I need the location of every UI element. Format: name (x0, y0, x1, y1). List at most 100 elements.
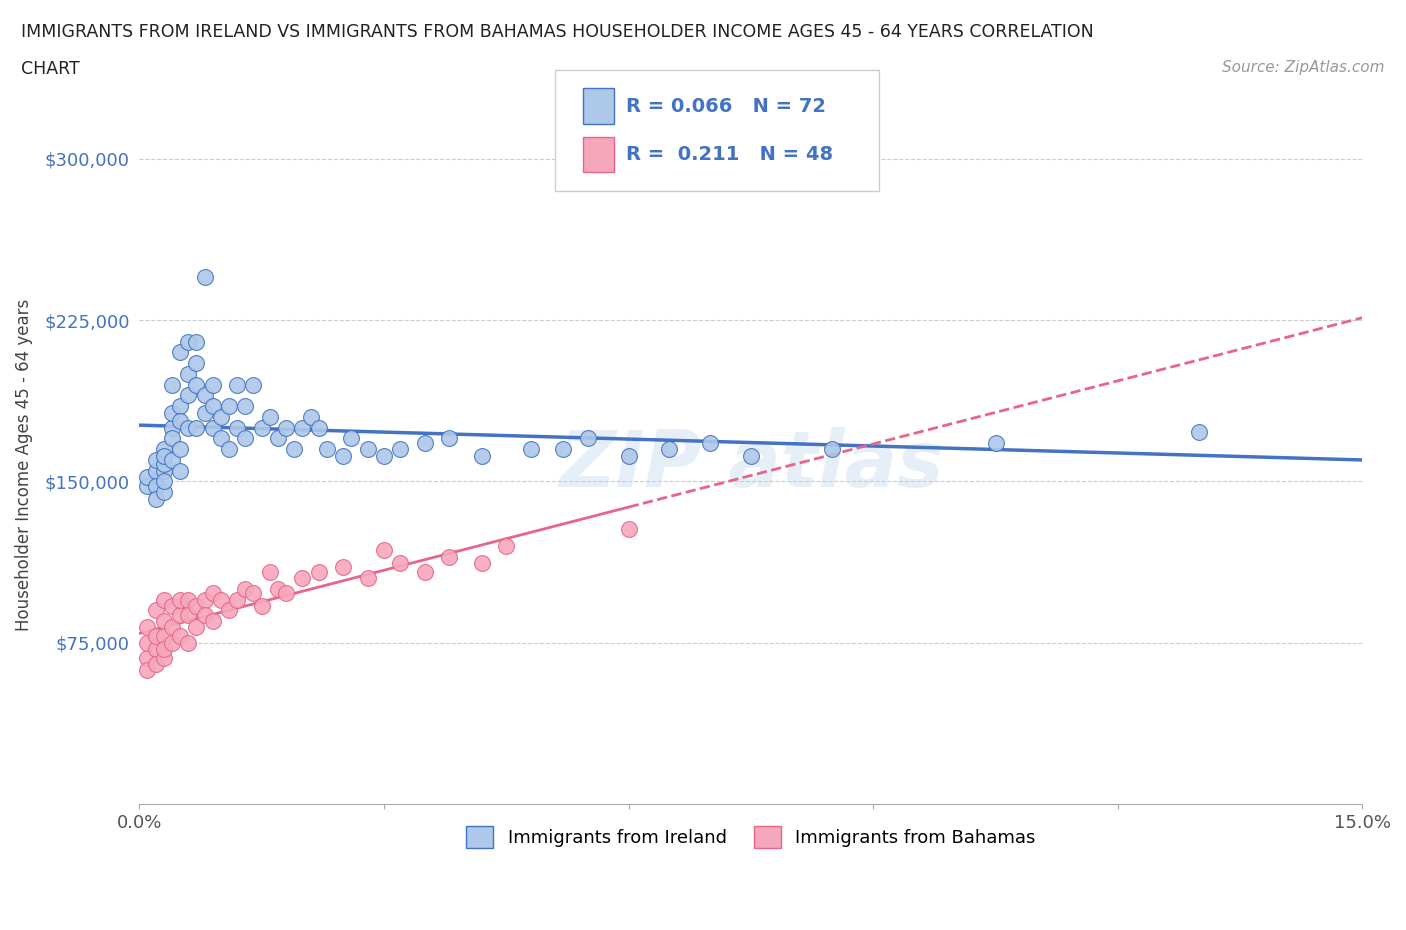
Point (332, 448, 354, 463)
Point (233, 581, 256, 596)
Point (136, 650, 159, 665)
Point (193, 607, 215, 622)
Point (152, 463, 174, 478)
Point (136, 470, 159, 485)
Point (160, 420, 183, 435)
Point (274, 420, 297, 435)
Text: CHART: CHART (21, 60, 80, 78)
Point (177, 420, 200, 435)
Text: ZIP atlas: ZIP atlas (558, 427, 943, 503)
Point (495, 538, 517, 553)
Point (658, 442, 681, 457)
Point (1188, 424, 1211, 439)
Point (299, 409, 322, 424)
Point (821, 442, 844, 457)
Point (169, 607, 191, 622)
Point (242, 378, 264, 392)
Point (177, 366, 200, 381)
Point (186, 355, 208, 370)
Point (177, 334, 200, 349)
Point (389, 442, 412, 457)
Point (699, 435, 721, 450)
Point (136, 663, 159, 678)
Point (340, 431, 363, 445)
Point (152, 474, 174, 489)
Point (186, 378, 208, 392)
Point (160, 635, 183, 650)
Point (152, 650, 174, 665)
Point (169, 463, 191, 478)
Y-axis label: Householder Income Ages 45 - 64 years: Householder Income Ages 45 - 64 years (15, 299, 32, 631)
Point (315, 442, 337, 457)
Point (226, 592, 249, 607)
Point (291, 571, 314, 586)
Point (145, 452, 167, 467)
Point (169, 592, 191, 607)
Point (218, 442, 240, 457)
Point (201, 586, 224, 601)
Point (308, 565, 330, 579)
Point (145, 463, 167, 478)
Point (356, 442, 378, 457)
Point (186, 334, 208, 349)
Point (177, 607, 200, 622)
Point (201, 399, 224, 414)
Point (152, 448, 174, 463)
Point (413, 435, 436, 450)
Point (177, 635, 200, 650)
Point (332, 560, 354, 575)
Point (152, 457, 174, 472)
Point (413, 565, 436, 579)
Point (160, 405, 183, 420)
Point (136, 620, 159, 635)
Point (160, 378, 183, 392)
Point (152, 592, 174, 607)
Point (193, 388, 215, 403)
Point (201, 614, 224, 629)
Point (186, 599, 208, 614)
Point (576, 431, 599, 445)
Point (553, 442, 575, 457)
Point (226, 420, 249, 435)
Point (226, 378, 249, 392)
Point (471, 448, 494, 463)
Point (136, 478, 159, 493)
Point (250, 599, 273, 614)
Point (209, 592, 232, 607)
Point (145, 603, 167, 618)
Point (437, 431, 460, 445)
Point (160, 431, 183, 445)
Point (193, 592, 215, 607)
Point (145, 629, 167, 644)
Point (193, 270, 215, 285)
Point (177, 388, 200, 403)
Point (373, 543, 395, 558)
Legend: Immigrants from Ireland, Immigrants from Bahamas: Immigrants from Ireland, Immigrants from… (458, 819, 1043, 856)
Point (152, 442, 174, 457)
Point (259, 409, 281, 424)
Point (193, 405, 215, 420)
Point (169, 414, 191, 429)
Point (186, 420, 208, 435)
Point (160, 599, 183, 614)
Point (145, 657, 167, 671)
Point (740, 448, 762, 463)
Point (186, 620, 208, 635)
Point (145, 491, 167, 506)
Point (169, 442, 191, 457)
Point (136, 635, 159, 650)
Point (984, 435, 1007, 450)
Point (169, 345, 191, 360)
Point (152, 629, 174, 644)
Point (209, 431, 232, 445)
Point (267, 431, 290, 445)
Point (617, 521, 640, 536)
Point (308, 420, 330, 435)
Point (259, 565, 281, 579)
Point (250, 420, 273, 435)
Point (160, 452, 183, 467)
Text: IMMIGRANTS FROM IRELAND VS IMMIGRANTS FROM BAHAMAS HOUSEHOLDER INCOME AGES 45 - : IMMIGRANTS FROM IRELAND VS IMMIGRANTS FR… (21, 23, 1094, 41)
Point (152, 614, 174, 629)
Point (267, 581, 290, 596)
Point (209, 409, 232, 424)
